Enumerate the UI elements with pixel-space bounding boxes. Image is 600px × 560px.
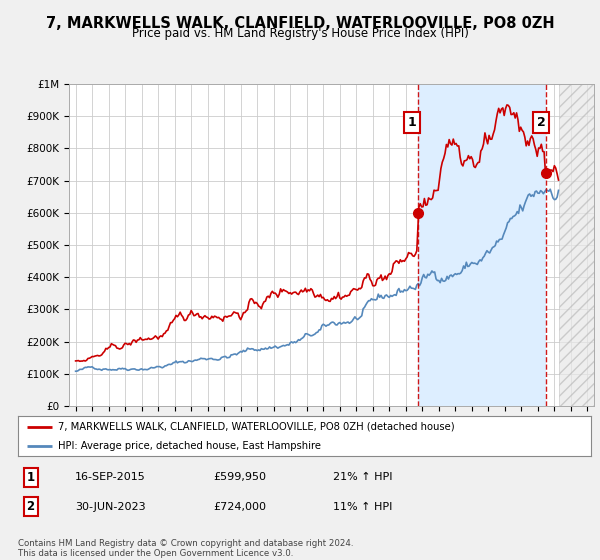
- Text: £724,000: £724,000: [213, 502, 266, 512]
- Text: Contains HM Land Registry data © Crown copyright and database right 2024.
This d: Contains HM Land Registry data © Crown c…: [18, 539, 353, 558]
- Bar: [418, 84, 546, 406]
- Text: 7, MARKWELLS WALK, CLANFIELD, WATERLOOVILLE, PO8 0ZH (detached house): 7, MARKWELLS WALK, CLANFIELD, WATERLOOVI…: [58, 422, 455, 432]
- Text: 2: 2: [26, 500, 35, 513]
- Text: Price paid vs. HM Land Registry's House Price Index (HPI): Price paid vs. HM Land Registry's House …: [131, 27, 469, 40]
- Text: HPI: Average price, detached house, East Hampshire: HPI: Average price, detached house, East…: [58, 441, 321, 451]
- Text: 21% ↑ HPI: 21% ↑ HPI: [333, 472, 392, 482]
- Text: 30-JUN-2023: 30-JUN-2023: [76, 502, 146, 512]
- Text: 2: 2: [536, 116, 545, 129]
- Text: 16-SEP-2015: 16-SEP-2015: [76, 472, 146, 482]
- Bar: [559, 84, 594, 406]
- Text: 7, MARKWELLS WALK, CLANFIELD, WATERLOOVILLE, PO8 0ZH: 7, MARKWELLS WALK, CLANFIELD, WATERLOOVI…: [46, 16, 554, 31]
- Text: 11% ↑ HPI: 11% ↑ HPI: [333, 502, 392, 512]
- Text: £599,950: £599,950: [213, 472, 266, 482]
- Text: 1: 1: [408, 116, 416, 129]
- Text: 1: 1: [26, 471, 35, 484]
